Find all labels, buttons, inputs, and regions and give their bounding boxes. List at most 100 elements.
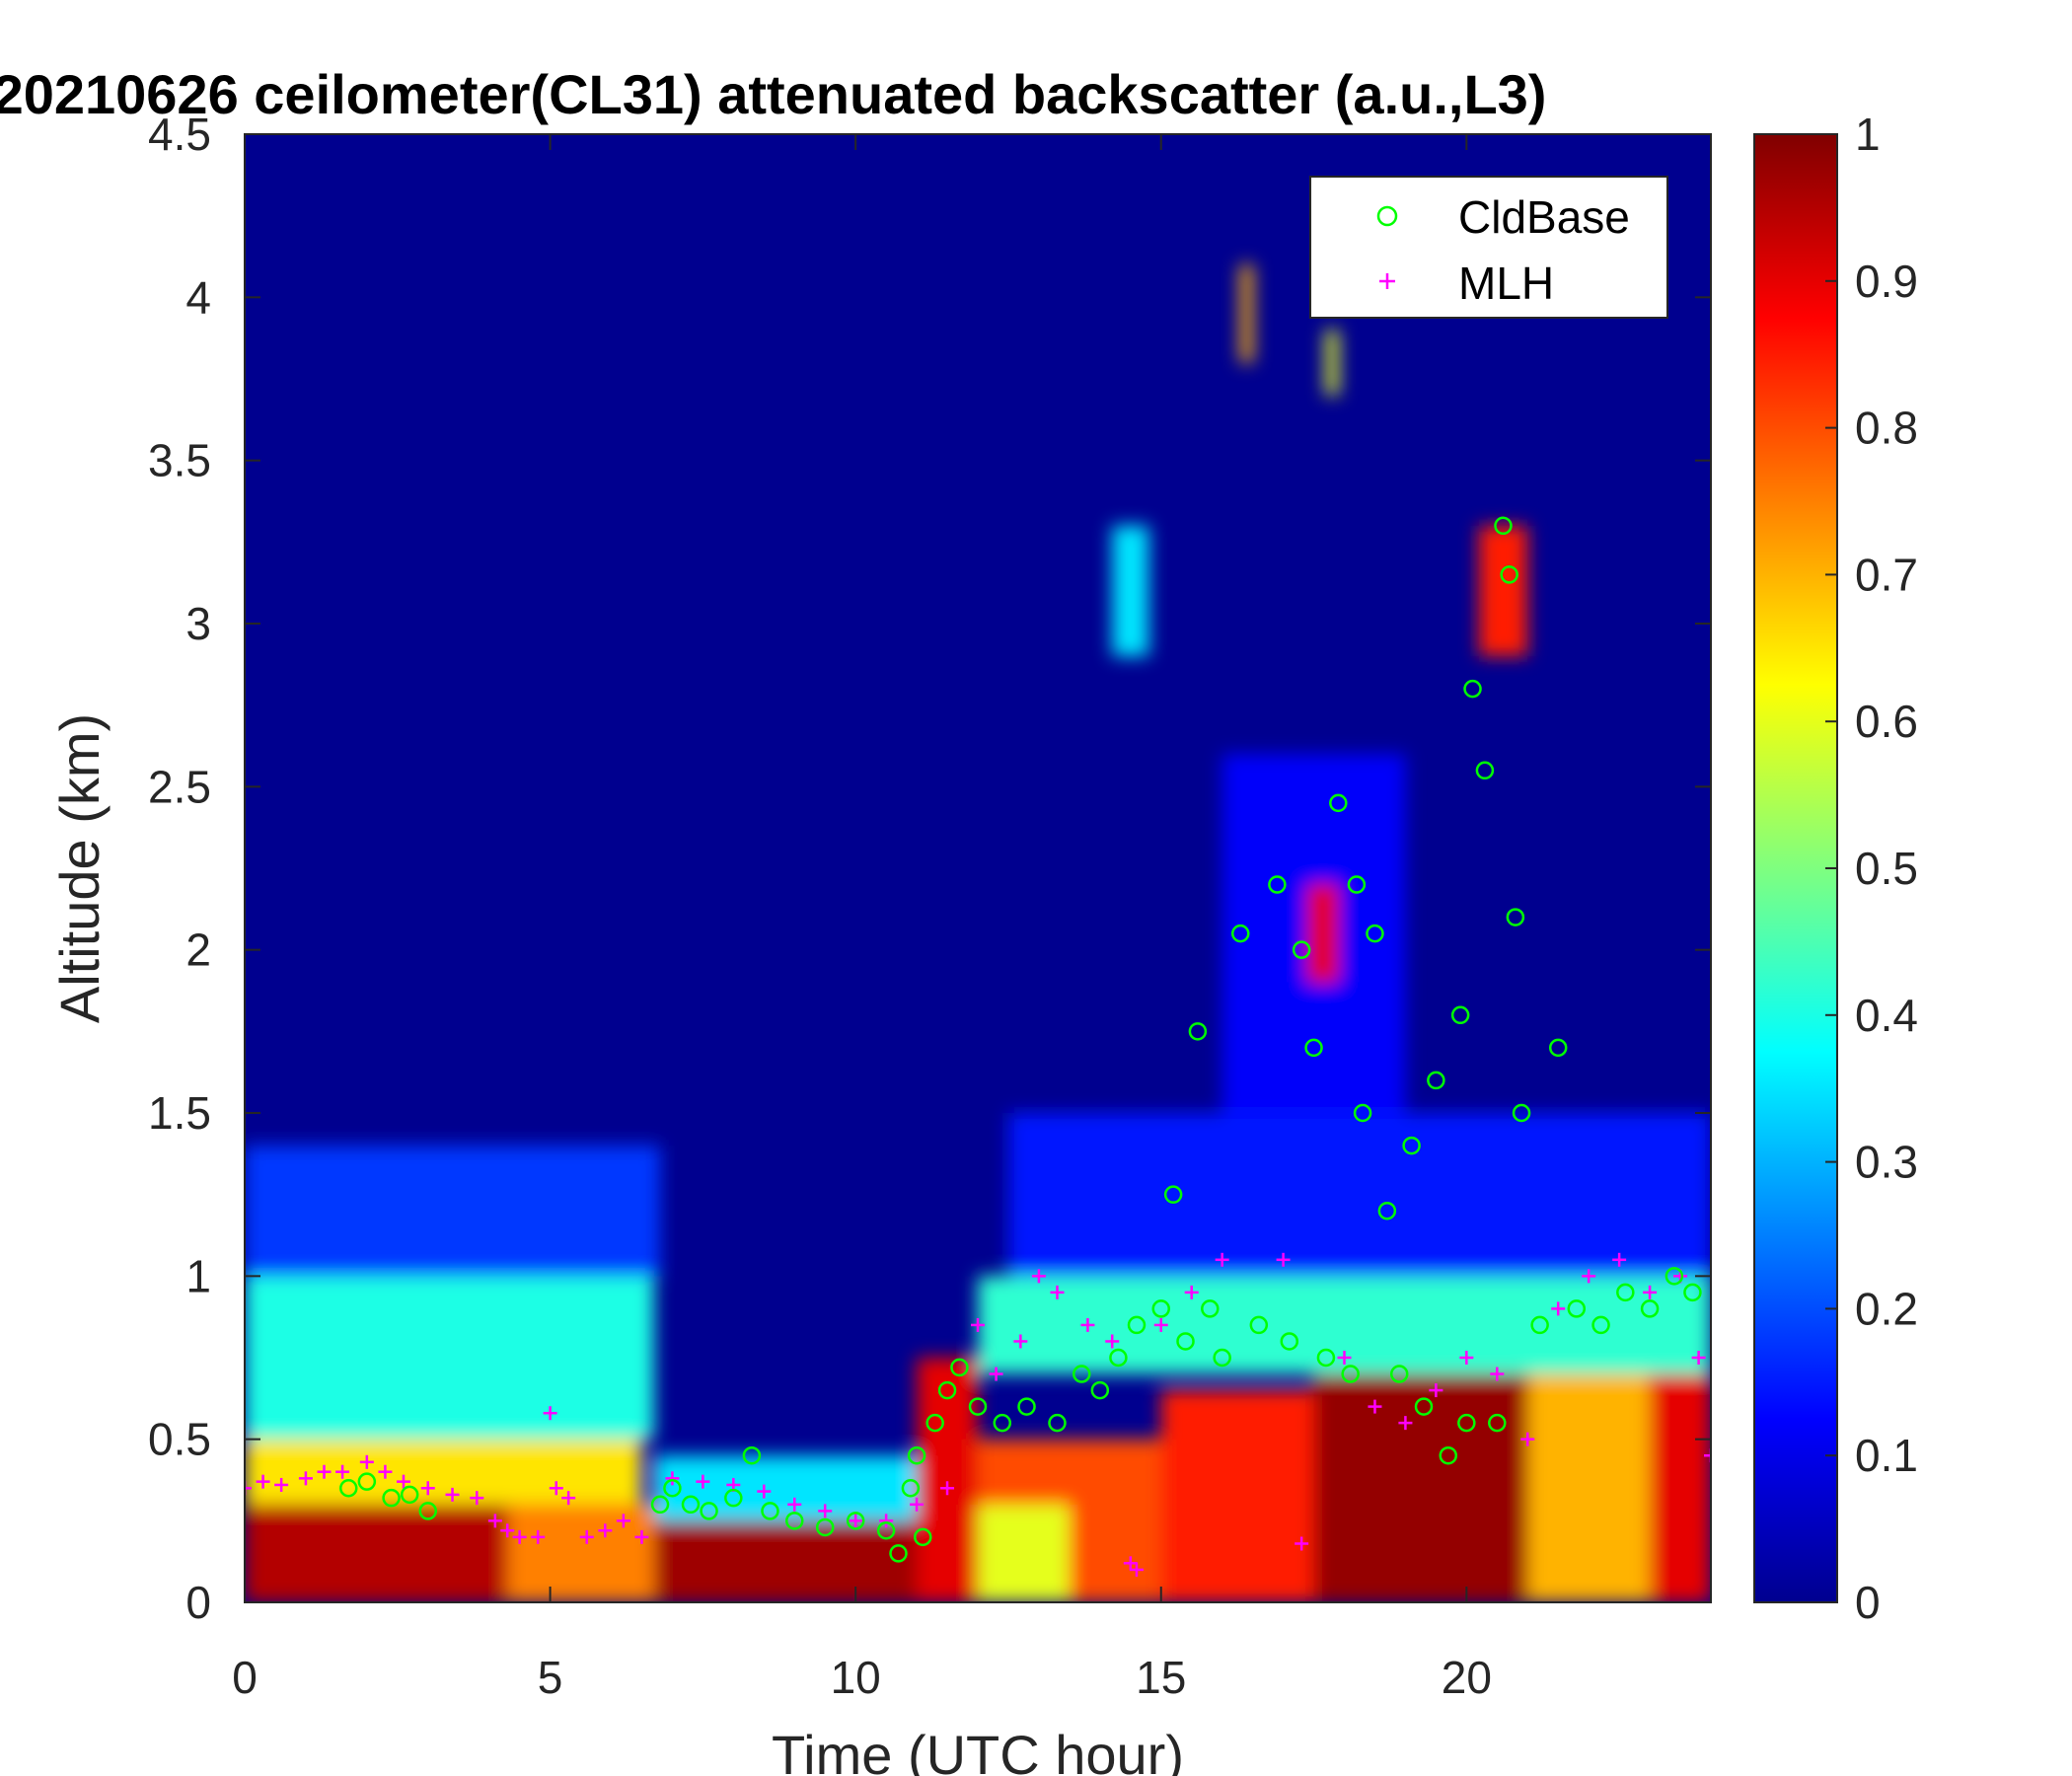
mlh-point (696, 1474, 710, 1489)
cldbase-point (1402, 1136, 1421, 1155)
cldbase-point (1316, 1348, 1336, 1368)
cldbase-point (1457, 1413, 1476, 1433)
mlh-point (549, 1481, 563, 1496)
cldbase-point (1249, 1315, 1269, 1335)
cldbase-point (1353, 1103, 1372, 1123)
cldbase-point (1188, 1022, 1208, 1041)
mlh-point (487, 1514, 502, 1528)
backscatter-region (1313, 1358, 1528, 1602)
cldbase-point (1683, 1283, 1702, 1302)
cldbase-point (1201, 1299, 1220, 1318)
mlh-point (1153, 1317, 1168, 1332)
y-tick-label: 0.5 (148, 1414, 211, 1465)
cldbase-point (1268, 875, 1287, 894)
mlh-point (317, 1464, 332, 1479)
mlh-point (470, 1491, 484, 1506)
backscatter-region (1007, 1113, 1711, 1277)
cldbase-point (1512, 1103, 1531, 1123)
colorbar-tick-label: 0.7 (1855, 549, 1918, 600)
legend-cldbase-marker (1376, 205, 1398, 227)
colorbar-tick-label: 0 (1855, 1577, 1881, 1628)
x-tick-label: 10 (831, 1652, 881, 1703)
mlh-point (1643, 1285, 1658, 1299)
mlh-point (579, 1529, 594, 1544)
legend-box (1309, 176, 1668, 319)
cldbase-point (1090, 1380, 1110, 1400)
cldbase-point (901, 1479, 921, 1498)
cldbase-point (907, 1445, 926, 1465)
cldbase-point (876, 1521, 896, 1540)
mlh-point (1520, 1432, 1535, 1446)
cldbase-point (1506, 908, 1525, 926)
mlh-point (1013, 1334, 1028, 1349)
y-tick-label: 1.5 (148, 1087, 211, 1139)
mlh-point (598, 1523, 613, 1538)
mlh-point (543, 1406, 557, 1421)
cldbase-point (1548, 1038, 1568, 1058)
cldbase-point (1176, 1332, 1195, 1351)
cldbase-point (1500, 565, 1518, 584)
mlh-point (757, 1484, 772, 1499)
mlh-point (1295, 1536, 1309, 1551)
cldbase-point (663, 1479, 682, 1498)
cldbase-point (1366, 924, 1384, 943)
cldbase-point (1591, 1315, 1610, 1335)
y-tick-label: 1 (185, 1250, 211, 1301)
colorbar-tick-label: 1 (1855, 109, 1881, 160)
cldbase-point (400, 1485, 419, 1505)
cldbase-point (1163, 1185, 1183, 1204)
y-tick-label: 0 (185, 1577, 211, 1628)
mlh-point (1129, 1562, 1144, 1577)
mlh-point (1184, 1285, 1199, 1299)
mlh-point (1490, 1367, 1505, 1381)
cldbase-point (1109, 1348, 1128, 1368)
cldbase-point (724, 1488, 743, 1508)
cldbase-point (1488, 1413, 1507, 1433)
mlh-point (1031, 1269, 1046, 1284)
mlh-point (1050, 1285, 1065, 1299)
mlh-point (531, 1529, 546, 1544)
colorbar-tick-label: 0.2 (1855, 1283, 1918, 1334)
mlh-point (274, 1477, 289, 1492)
mlh-point (940, 1481, 955, 1496)
backscatter-region (245, 1439, 642, 1505)
mlh-point (1704, 1448, 1711, 1463)
cldbase-point (1073, 1365, 1091, 1383)
backscatter-region (653, 1520, 918, 1602)
cldbase-point (1127, 1315, 1147, 1335)
cldbase-point (785, 1512, 804, 1530)
mlh-point (1429, 1383, 1443, 1398)
cldbase-point (815, 1517, 835, 1537)
backscatter-region (1240, 264, 1253, 363)
cldbase-point (1567, 1299, 1587, 1318)
x-axis-label: Time (UTC hour) (772, 1724, 1184, 1776)
backscatter-region (1160, 1390, 1314, 1602)
mlh-point (616, 1514, 630, 1528)
mlh-point (1459, 1351, 1474, 1365)
cldbase-point (1414, 1397, 1434, 1416)
colorbar-tick-label: 0.6 (1855, 696, 1918, 747)
cldbase-point (1280, 1332, 1299, 1351)
mlh-point (1368, 1399, 1382, 1414)
y-tick-label: 4 (185, 271, 211, 323)
mlh-point (245, 1481, 252, 1496)
y-axis-label: Altitude (km) (48, 713, 111, 1023)
cldbase-point (1475, 761, 1495, 780)
mlh-point (1337, 1351, 1352, 1365)
cldbase-series (339, 516, 1702, 1563)
mlh-point (335, 1464, 350, 1479)
cldbase-point (937, 1380, 957, 1400)
mlh-point (971, 1317, 985, 1332)
colorbar-tick-label: 0.8 (1855, 403, 1918, 454)
cldbase-point (1048, 1413, 1067, 1433)
backscatter-region (245, 1146, 661, 1277)
cldbase-point (1230, 924, 1250, 943)
colorbar-tick-label: 0.3 (1855, 1137, 1918, 1188)
mlh-point (1276, 1252, 1291, 1267)
legend-mlh-marker (1379, 273, 1395, 289)
backscatter-region (1307, 884, 1339, 983)
cldbase-point (993, 1413, 1012, 1433)
cldbase-point (650, 1495, 670, 1515)
cldbase-point (1151, 1299, 1170, 1318)
